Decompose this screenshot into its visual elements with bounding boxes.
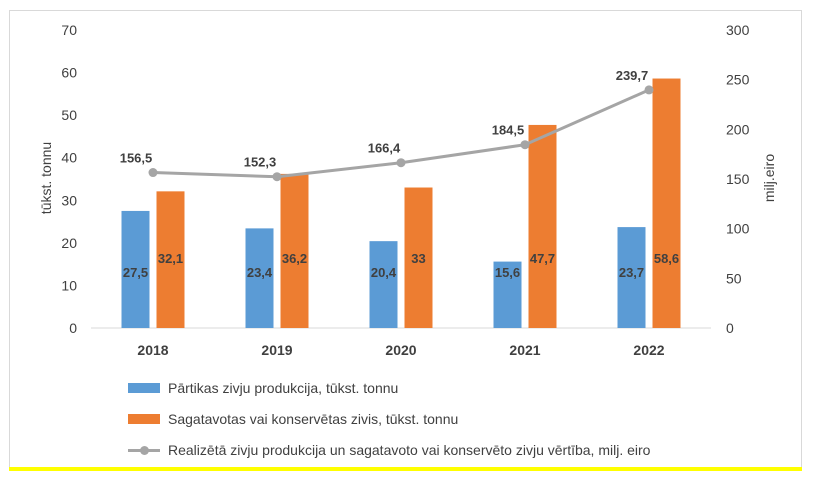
y-left-tick-label: 50 <box>61 107 77 123</box>
x-axis-ticks: 2018 2019 2020 2021 2022 <box>137 342 664 358</box>
bar-blue-2021 <box>493 261 522 328</box>
legend-item-series-2: Sagatavotas vai konservētas zivis, tūkst… <box>128 403 650 434</box>
bar-data-label: 33 <box>411 251 425 266</box>
y-right-tick-label: 300 <box>726 22 750 38</box>
y-right-tick-label: 50 <box>726 270 742 286</box>
y-axis-left-ticks: 0 10 20 30 40 50 60 70 <box>61 22 77 336</box>
legend-item-series-1: Pārtikas zivju produkcija, tūkst. tonnu <box>128 372 650 403</box>
y-left-tick-label: 20 <box>61 235 77 251</box>
legend-label-series-1: Pārtikas zivju produkcija, tūkst. tonnu <box>168 379 399 396</box>
line-point-2022 <box>644 85 654 95</box>
line-point-2021 <box>520 140 530 150</box>
legend-label-series-3: Realizētā zivju produkcija un sagatavoto… <box>168 441 651 458</box>
bar-data-label: 23,7 <box>619 265 644 280</box>
line-series-group: 156,5 152,3 166,4 184,5 239,7 <box>120 68 654 182</box>
y-left-tick-label: 0 <box>69 320 77 336</box>
y-axis-right-ticks: 0 50 100 150 200 250 300 <box>726 22 750 336</box>
y-left-tick-label: 70 <box>61 22 77 38</box>
y-left-tick-label: 10 <box>61 277 77 293</box>
bar-data-label: 15,6 <box>495 265 520 280</box>
legend-swatch-blue <box>128 382 160 393</box>
bar-blue-2019 <box>245 228 274 328</box>
legend: Pārtikas zivju produkcija, tūkst. tonnu … <box>128 372 650 465</box>
bar-orange-2019 <box>280 173 309 328</box>
x-tick-label: 2020 <box>385 342 416 358</box>
bar-data-label: 36,2 <box>282 251 307 266</box>
bar-data-label: 23,4 <box>247 265 273 280</box>
bar-blue-2022 <box>617 227 646 328</box>
bar-orange-2022 <box>652 78 681 328</box>
bars-group: 27,5 23,4 20,4 15,6 23,7 32,1 36,2 33 47,7 58,6 <box>121 78 681 328</box>
y-left-tick-label: 60 <box>61 65 77 81</box>
line-data-label: 166,4 <box>368 141 401 156</box>
legend-label-series-2: Sagatavotas vai konservētas zivis, tūkst… <box>168 410 459 427</box>
y-right-tick-label: 250 <box>726 72 750 88</box>
y-left-tick-label: 30 <box>61 192 77 208</box>
bar-data-label: 20,4 <box>371 265 397 280</box>
y-axis-left-title: tūkst. tonnu <box>38 142 54 214</box>
line-point-2020 <box>396 158 406 168</box>
line-data-label: 156,5 <box>120 151 153 166</box>
bar-blue-2020 <box>369 241 398 328</box>
line-point-2019 <box>272 172 282 182</box>
line-data-label: 239,7 <box>616 68 649 83</box>
x-tick-label: 2022 <box>633 342 664 358</box>
x-tick-label: 2019 <box>261 342 292 358</box>
bar-data-label: 47,7 <box>530 251 555 266</box>
x-tick-label: 2021 <box>509 342 540 358</box>
y-right-tick-label: 150 <box>726 171 750 187</box>
legend-swatch-orange <box>128 413 160 424</box>
legend-swatch-line <box>128 444 160 456</box>
line-point-2018 <box>148 168 158 178</box>
y-right-tick-label: 100 <box>726 221 750 237</box>
bar-orange-2021 <box>528 124 557 328</box>
bar-orange-2020 <box>404 187 433 328</box>
y-right-tick-label: 200 <box>726 121 750 137</box>
y-right-tick-label: 0 <box>726 320 734 336</box>
y-axis-right-title: milj.eiro <box>761 154 777 202</box>
bar-data-label: 58,6 <box>654 251 679 266</box>
x-tick-label: 2018 <box>137 342 168 358</box>
line-data-label: 184,5 <box>492 123 525 138</box>
bar-orange-2018 <box>156 191 185 328</box>
yellow-underline <box>9 467 802 471</box>
legend-item-series-3: Realizētā zivju produkcija un sagatavoto… <box>128 434 650 465</box>
bar-data-label: 27,5 <box>123 265 148 280</box>
y-left-tick-label: 40 <box>61 150 77 166</box>
bar-data-label: 32,1 <box>158 251 183 266</box>
bar-blue-2018 <box>121 210 150 328</box>
line-data-label: 152,3 <box>244 155 277 170</box>
